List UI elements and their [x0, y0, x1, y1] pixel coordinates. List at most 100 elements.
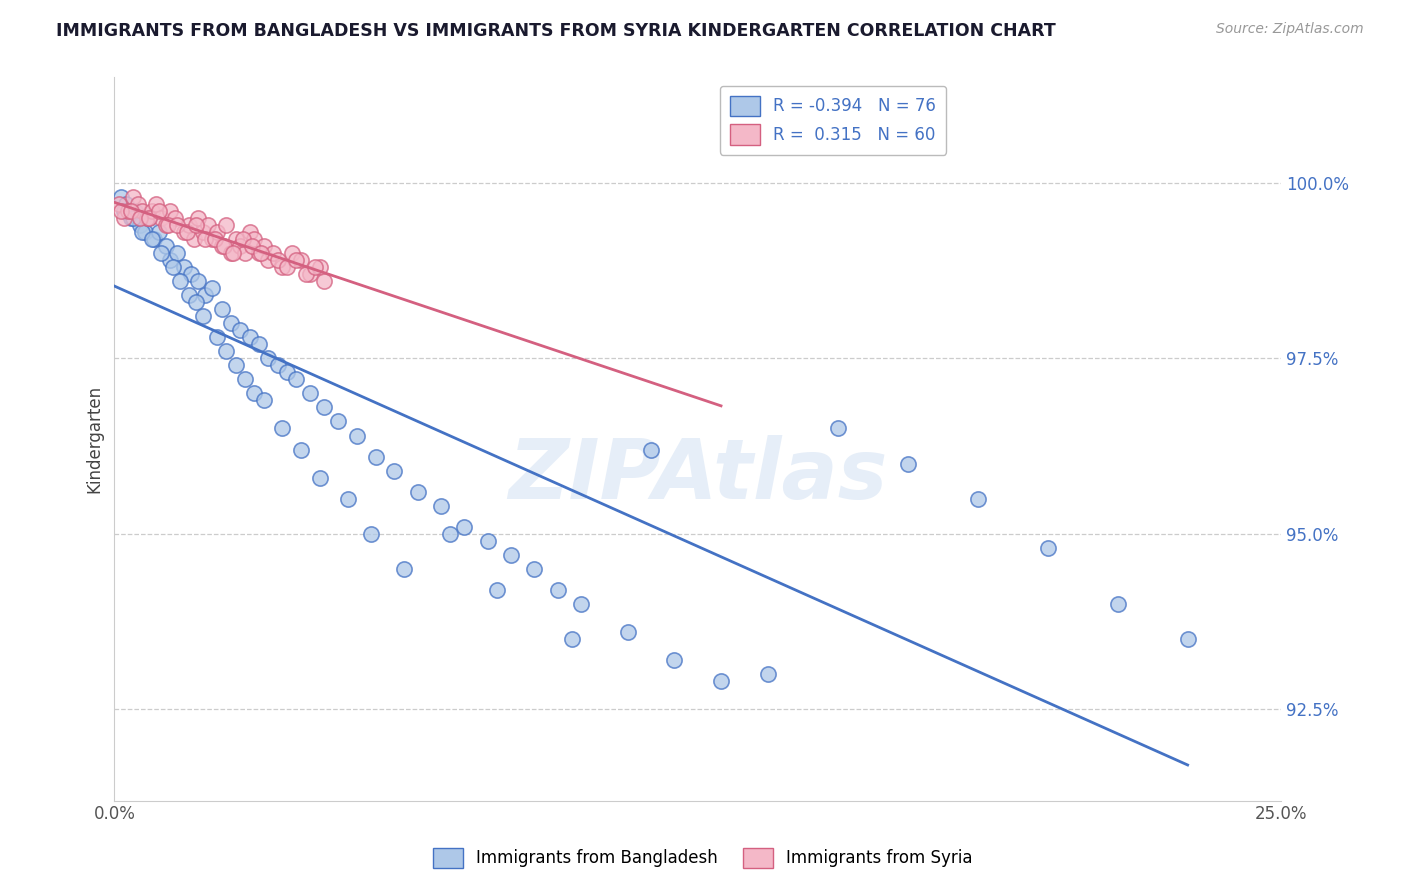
- Point: [115, 196, 138, 211]
- Point: [122, 190, 145, 204]
- Point: [308, 260, 330, 274]
- Point: [136, 211, 159, 225]
- Point: [129, 218, 152, 232]
- Point: [1177, 632, 1199, 647]
- Point: [191, 309, 214, 323]
- Point: [247, 246, 270, 260]
- Point: [191, 225, 214, 239]
- Point: [148, 203, 170, 218]
- Point: [176, 225, 198, 239]
- Point: [177, 218, 200, 232]
- Point: [131, 203, 153, 218]
- Point: [257, 351, 280, 366]
- Point: [267, 359, 290, 373]
- Point: [110, 203, 132, 218]
- Point: [229, 239, 252, 253]
- Point: [314, 274, 336, 288]
- Point: [225, 232, 247, 246]
- Point: [664, 653, 686, 667]
- Point: [205, 225, 228, 239]
- Point: [184, 295, 207, 310]
- Point: [129, 211, 152, 225]
- Point: [159, 203, 181, 218]
- Point: [406, 484, 429, 499]
- Point: [155, 239, 177, 253]
- Point: [110, 190, 132, 204]
- Point: [194, 232, 217, 246]
- Point: [219, 316, 242, 330]
- Point: [134, 225, 156, 239]
- Point: [222, 246, 245, 260]
- Point: [364, 450, 387, 464]
- Point: [756, 667, 779, 681]
- Point: [112, 211, 135, 225]
- Point: [131, 225, 153, 239]
- Point: [112, 203, 135, 218]
- Point: [194, 288, 217, 302]
- Point: [290, 442, 312, 457]
- Point: [299, 267, 322, 281]
- Point: [499, 548, 522, 562]
- Point: [360, 526, 382, 541]
- Point: [148, 225, 170, 239]
- Point: [304, 260, 326, 274]
- Point: [299, 386, 322, 401]
- Point: [561, 632, 583, 647]
- Point: [124, 203, 146, 218]
- Point: [184, 218, 207, 232]
- Point: [166, 218, 188, 232]
- Point: [243, 232, 266, 246]
- Point: [262, 246, 284, 260]
- Point: [1107, 597, 1129, 611]
- Point: [212, 239, 235, 253]
- Point: [150, 246, 173, 260]
- Point: [290, 252, 312, 267]
- Point: [204, 232, 226, 246]
- Point: [486, 582, 509, 597]
- Point: [108, 196, 131, 211]
- Point: [157, 218, 180, 232]
- Point: [173, 225, 195, 239]
- Point: [211, 239, 233, 253]
- Point: [211, 302, 233, 317]
- Point: [150, 211, 173, 225]
- Point: [547, 582, 569, 597]
- Point: [640, 442, 662, 457]
- Point: [117, 203, 139, 218]
- Point: [966, 491, 988, 506]
- Point: [197, 218, 219, 232]
- Point: [710, 674, 733, 689]
- Point: [173, 260, 195, 274]
- Point: [439, 526, 461, 541]
- Point: [285, 252, 308, 267]
- Point: [141, 203, 163, 218]
- Legend: R = -0.394   N = 76, R =  0.315   N = 60: R = -0.394 N = 76, R = 0.315 N = 60: [720, 86, 946, 155]
- Point: [276, 365, 298, 379]
- Point: [177, 288, 200, 302]
- Point: [253, 239, 276, 253]
- Point: [162, 260, 184, 274]
- Point: [253, 393, 276, 408]
- Point: [141, 232, 163, 246]
- Point: [240, 239, 263, 253]
- Point: [271, 260, 294, 274]
- Point: [453, 520, 475, 534]
- Point: [225, 359, 247, 373]
- Point: [166, 246, 188, 260]
- Point: [346, 428, 368, 442]
- Text: ZIPAtlas: ZIPAtlas: [508, 434, 887, 516]
- Point: [250, 246, 273, 260]
- Point: [215, 218, 238, 232]
- Point: [138, 211, 160, 225]
- Point: [233, 372, 256, 386]
- Point: [616, 625, 638, 640]
- Point: [219, 246, 242, 260]
- Point: [159, 252, 181, 267]
- Y-axis label: Kindergarten: Kindergarten: [86, 385, 103, 493]
- Point: [201, 232, 224, 246]
- Point: [1036, 541, 1059, 555]
- Point: [827, 421, 849, 435]
- Point: [477, 533, 499, 548]
- Point: [169, 274, 191, 288]
- Point: [336, 491, 359, 506]
